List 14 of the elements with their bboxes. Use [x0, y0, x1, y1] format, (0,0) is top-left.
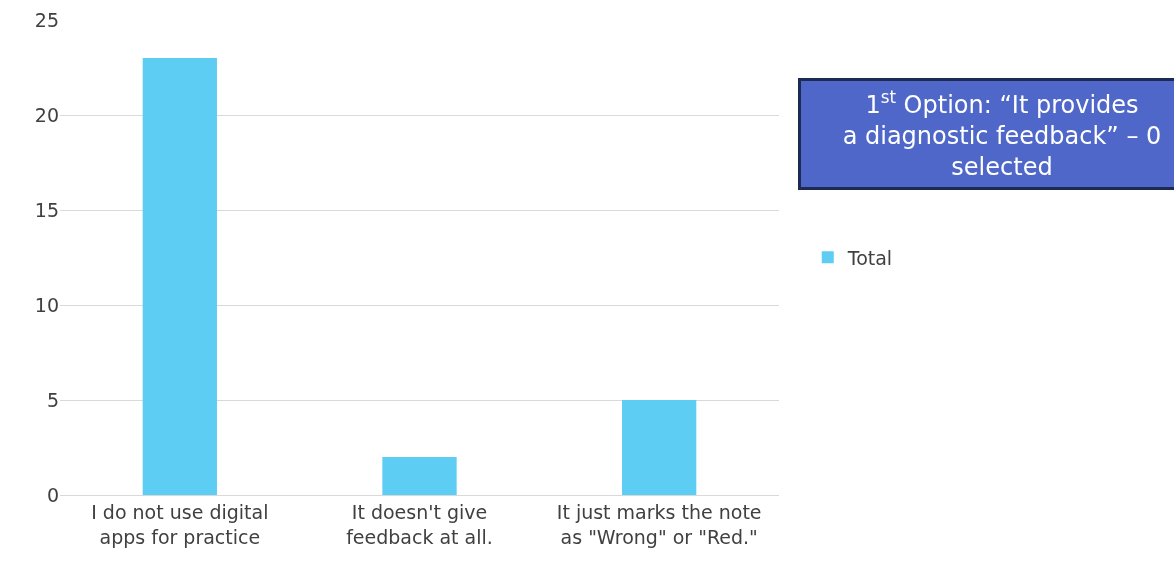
y-tick-label: 20: [34, 103, 59, 126]
bar: [382, 457, 457, 495]
x-tick-label: I do not use digital apps for practice: [91, 500, 269, 548]
y-tick-label: 0: [46, 483, 59, 506]
legend-label: Total: [846, 246, 893, 269]
y-tick-label: 10: [34, 293, 59, 316]
y-tick-label: 5: [46, 388, 59, 411]
text: 1$^{st}$ Option: “It provides a diagnostic feedback” – 0 selected: [842, 87, 1162, 182]
bar: [142, 58, 217, 495]
bar: [622, 400, 697, 495]
x-tick-label: It doesn't give feedback at all.: [346, 500, 493, 548]
y-tick-label: 15: [34, 198, 59, 221]
y-tick-label: 25: [34, 8, 59, 31]
x-tick-label: It just marks the note as "Wrong" or "Red.": [556, 500, 762, 548]
